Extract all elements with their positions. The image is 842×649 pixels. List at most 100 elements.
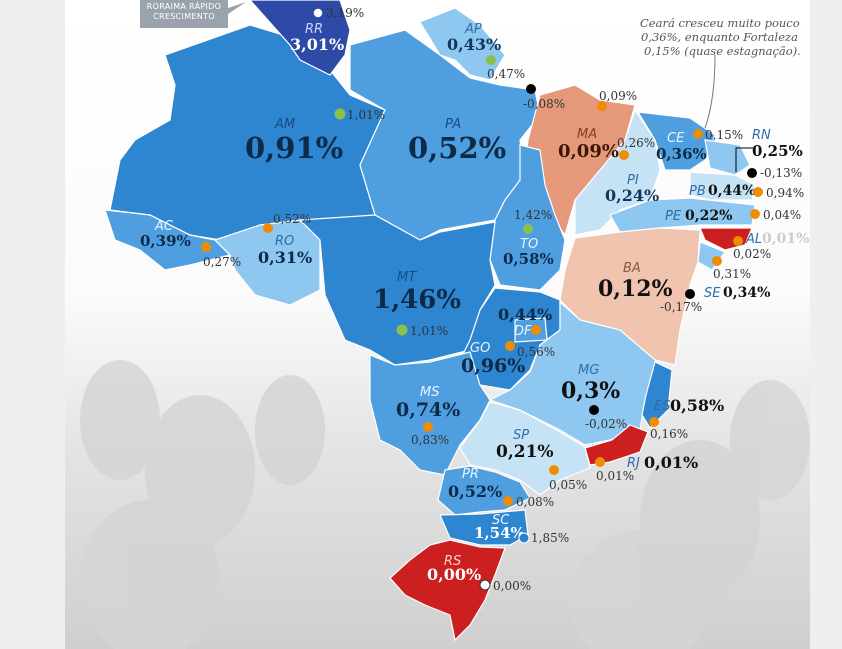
label-ba: BA	[623, 261, 641, 276]
capital-dot-al	[733, 236, 743, 246]
state-ms	[369, 351, 491, 476]
capital-value-se: 0,31%	[713, 267, 751, 281]
roraima-banner: RORAIMA RÁPIDO CRESCIMENTO	[140, 0, 228, 28]
value-pi: 0,24%	[605, 186, 659, 205]
capital-dot-se	[712, 256, 722, 266]
note-line-3: 0,15% (quase estagnação).	[644, 44, 801, 58]
capital-value-pi: 0,26%	[617, 136, 655, 150]
value-to: 0,58%	[503, 250, 554, 268]
capital-value-rs: 0,00%	[493, 579, 531, 593]
value-se: 0,34%	[723, 285, 770, 301]
capital-value-pe: 0,04%	[763, 208, 801, 222]
label-ms: MS	[420, 385, 439, 400]
capital-value-to: 1,42%	[514, 208, 552, 222]
map-canvas: Ceará cresceu muito pouco 0,36%, enquant…	[65, 0, 810, 649]
label-al: AL	[745, 232, 762, 247]
label-ma: MA	[577, 127, 597, 142]
value-rn: 0,25%	[752, 142, 803, 160]
banner-pointer	[228, 2, 246, 14]
value-sc: 1,54%	[474, 524, 525, 542]
capital-value-ma: 0,09%	[599, 89, 637, 103]
state-to	[489, 144, 566, 291]
value-rj: 0,01%	[644, 453, 698, 472]
capital-dot-ce	[693, 129, 703, 139]
note-line-1: Ceará cresceu muito pouco	[640, 16, 800, 30]
value-ma: 0,09%	[558, 141, 619, 162]
capital-value-rr: 3,19%	[326, 6, 364, 20]
label-ro: RO	[275, 234, 294, 249]
capital-value-ms: 0,83%	[411, 433, 449, 447]
state-pe	[609, 197, 756, 233]
value-am: 0,91%	[245, 131, 343, 165]
capital-value-mt: 1,01%	[410, 324, 448, 338]
label-rr: RR	[305, 22, 323, 37]
capital-value-rj: 0,01%	[596, 469, 634, 483]
rn-leader-line	[735, 147, 755, 172]
label-pr: PR	[462, 467, 479, 482]
capital-value-mg: -0,02%	[585, 417, 627, 431]
value-ac: 0,39%	[140, 232, 191, 250]
value-rr: 3,01%	[290, 35, 344, 54]
brazil-map: Ceará cresceu muito pouco 0,36%, enquant…	[80, 0, 810, 649]
label-pb: PB	[689, 184, 706, 199]
label-sc: SC	[492, 513, 510, 528]
capital-dot-ro	[263, 223, 273, 233]
state-es	[641, 361, 673, 429]
right-margin	[810, 0, 842, 649]
state-rr	[249, 0, 351, 76]
label-ap: AP	[464, 22, 482, 37]
value-rs: 0,00%	[427, 565, 481, 584]
capital-dot-ba	[685, 289, 695, 299]
background-crowd	[80, 360, 810, 649]
value-al: 0,01%	[762, 231, 809, 247]
state-go	[454, 287, 561, 391]
state-rj	[584, 424, 649, 466]
label-pa: PA	[445, 117, 461, 132]
value-ce: 0,36%	[656, 145, 707, 163]
capital-value-ac: 0,27%	[203, 255, 241, 269]
capital-value-ce: 0,15%	[705, 128, 743, 142]
capital-dot-pb	[753, 187, 763, 197]
capital-dot-rn	[747, 168, 757, 178]
label-sp: SP	[513, 428, 529, 443]
capital-dot-es	[649, 417, 659, 427]
capital-value-pr: 0,08%	[516, 495, 554, 509]
value-df: 0,44%	[498, 305, 552, 324]
capital-dot-am	[334, 108, 346, 120]
capital-value-ro: 0,52%	[273, 212, 311, 226]
capital-value-go: 0,56%	[517, 345, 555, 359]
capital-value-al: 0,02%	[733, 247, 771, 261]
value-mt: 1,46%	[373, 285, 461, 315]
label-es: ES	[654, 399, 670, 414]
capital-value-am: 1,01%	[347, 108, 385, 122]
label-am: AM	[274, 117, 295, 132]
capital-dot-rr	[312, 7, 324, 19]
label-se: SE	[704, 286, 721, 301]
label-go: GO	[470, 341, 490, 356]
capital-dot-rs	[479, 579, 491, 591]
state-rs	[389, 539, 506, 642]
label-pe: PE	[665, 209, 682, 224]
capital-value-rn: -0,13%	[760, 166, 802, 180]
label-ce: CE	[667, 131, 685, 146]
value-ms: 0,74%	[396, 399, 460, 421]
capital-dot-rj	[595, 457, 605, 467]
capital-value-ap: 0,47%	[487, 67, 525, 81]
value-pb: 0,44%	[708, 183, 755, 199]
state-ce	[636, 111, 716, 171]
capital-dot-to	[523, 224, 533, 234]
capital-dot-ms	[423, 422, 433, 432]
value-pe: 0,22%	[685, 208, 732, 224]
state-pb	[689, 171, 756, 201]
capital-dot-sc	[518, 532, 530, 544]
capital-value-pb: 0,94%	[766, 186, 804, 200]
state-ac	[104, 209, 232, 271]
capital-dot-ap	[486, 55, 496, 65]
label-pi: PI	[627, 173, 639, 188]
label-rn: RN	[752, 128, 771, 143]
label-rs: RS	[444, 554, 461, 569]
banner-line-2: CRESCIMENTO	[153, 12, 215, 21]
state-ap	[419, 7, 506, 81]
capital-dot-sp	[549, 465, 559, 475]
capital-dot-ac	[201, 242, 211, 252]
